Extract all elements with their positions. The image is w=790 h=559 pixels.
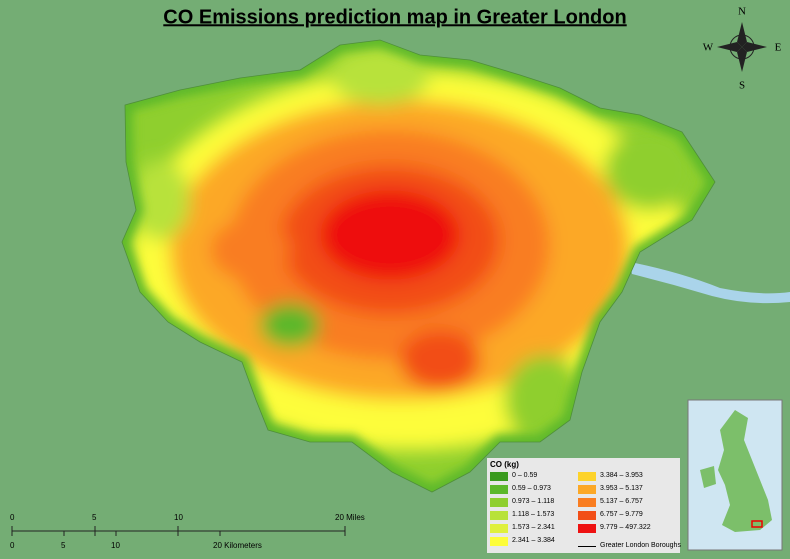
legend-swatch (490, 537, 508, 546)
legend-swatch (578, 485, 596, 494)
scale-label: 5 (61, 541, 66, 550)
legend-swatch (578, 546, 596, 547)
legend-label: 0 – 0.59 (512, 472, 538, 479)
legend-label: 5.137 – 6.757 (600, 498, 643, 505)
compass-label: E (775, 42, 782, 54)
legend-label: Greater London Boroughs (600, 542, 681, 549)
legend-swatch (490, 485, 508, 494)
legend: CO (kg) 0 – 0.59 0.59 – 0.973 0.973 – 1.11… (487, 458, 681, 553)
legend-label: 0.59 – 0.973 (512, 485, 551, 492)
legend-label: 6.757 – 9.779 (600, 511, 643, 518)
scale-label: 10 (174, 513, 183, 522)
legend-label: 1.573 – 2.341 (512, 524, 555, 531)
legend-swatch (578, 524, 596, 533)
legend-label: 1.118 – 1.573 (512, 511, 555, 518)
legend-label: 9.779 – 497.322 (600, 524, 651, 531)
scale-label: 20 Miles (335, 513, 365, 522)
compass-label: N (738, 6, 746, 18)
scale-bar (11, 526, 346, 536)
legend-swatch (490, 498, 508, 507)
compass-label: S (739, 80, 745, 92)
scale-label: 5 (92, 513, 97, 522)
legend-label: 3.384 – 3.953 (600, 472, 643, 479)
legend-swatch (578, 511, 596, 520)
scale-label: 10 (111, 541, 120, 550)
map-title: CO Emissions prediction map in Greater L… (163, 6, 626, 28)
scale-label: 0 (10, 513, 15, 522)
river-thames (630, 262, 790, 304)
scale-label: 20 Kilometers (213, 541, 262, 550)
emission-surface (122, 40, 715, 492)
legend-label: 0.973 – 1.118 (512, 498, 555, 505)
legend-label: 2.341 – 3.384 (512, 537, 555, 544)
legend-swatch (578, 472, 596, 481)
legend-label: 3.953 – 5.137 (600, 485, 643, 492)
legend-swatch (490, 511, 508, 520)
compass-label: W (703, 42, 714, 54)
compass-rose: N S E W (703, 6, 782, 92)
legend-swatch (490, 472, 508, 481)
inset-map (687, 399, 783, 551)
legend-swatch (490, 524, 508, 533)
scale-label: 0 (10, 541, 15, 550)
legend-swatch (578, 498, 596, 507)
legend-title: CO (kg) (490, 460, 519, 469)
